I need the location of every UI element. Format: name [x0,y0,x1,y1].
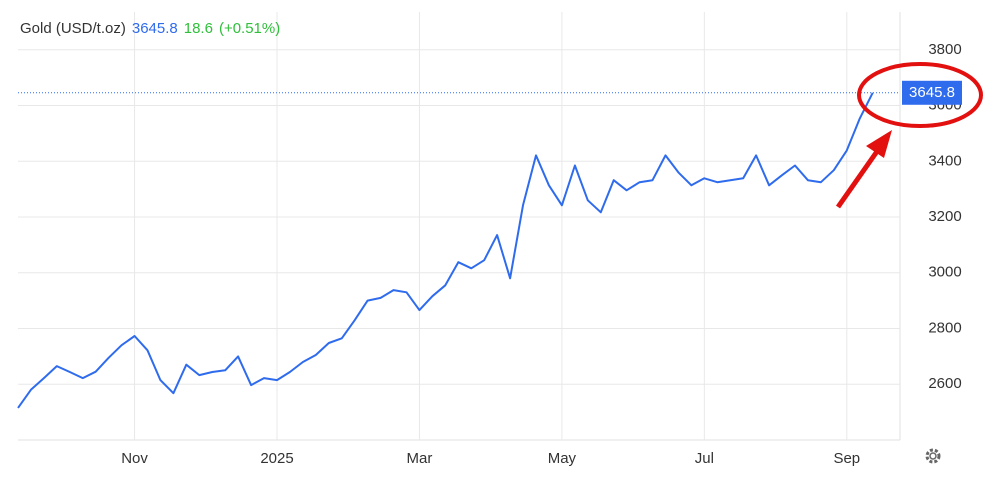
instrument-title: Gold (USD/t.oz) [20,20,126,37]
y-tick-label: 3400 [928,152,961,169]
header: Gold (USD/t.oz) 3645.8 18.6 (+0.51%) [20,20,286,37]
settings-icon[interactable] [925,448,941,464]
x-tick-label: Sep [833,450,860,467]
y-tick-label: 3000 [928,264,961,281]
price-line [17,92,874,409]
x-tick-label: Mar [407,450,433,467]
x-tick-label: Jul [695,450,714,467]
last-price: 3645.8 [131,20,178,37]
last-price-label: 3645.8 [909,84,955,101]
last-price-box [902,80,962,105]
y-tick-label: 2600 [928,375,961,392]
x-tick-label: 2025 [260,450,293,467]
change-percent: (+0.51%) [218,20,281,37]
highlight-circle [857,62,983,128]
highlight-arrowhead [866,130,892,158]
x-tick-label: Nov [121,450,148,467]
change: 18.6 [183,20,213,37]
highlight-arrow [835,148,881,209]
y-tick-label: 3800 [928,41,961,58]
gear[interactable] [925,448,941,464]
gear-hub[interactable] [929,452,937,460]
y-tick-label: 3200 [928,208,961,225]
x-tick-label: May [548,450,577,467]
y-tick-label: 2800 [928,319,961,336]
